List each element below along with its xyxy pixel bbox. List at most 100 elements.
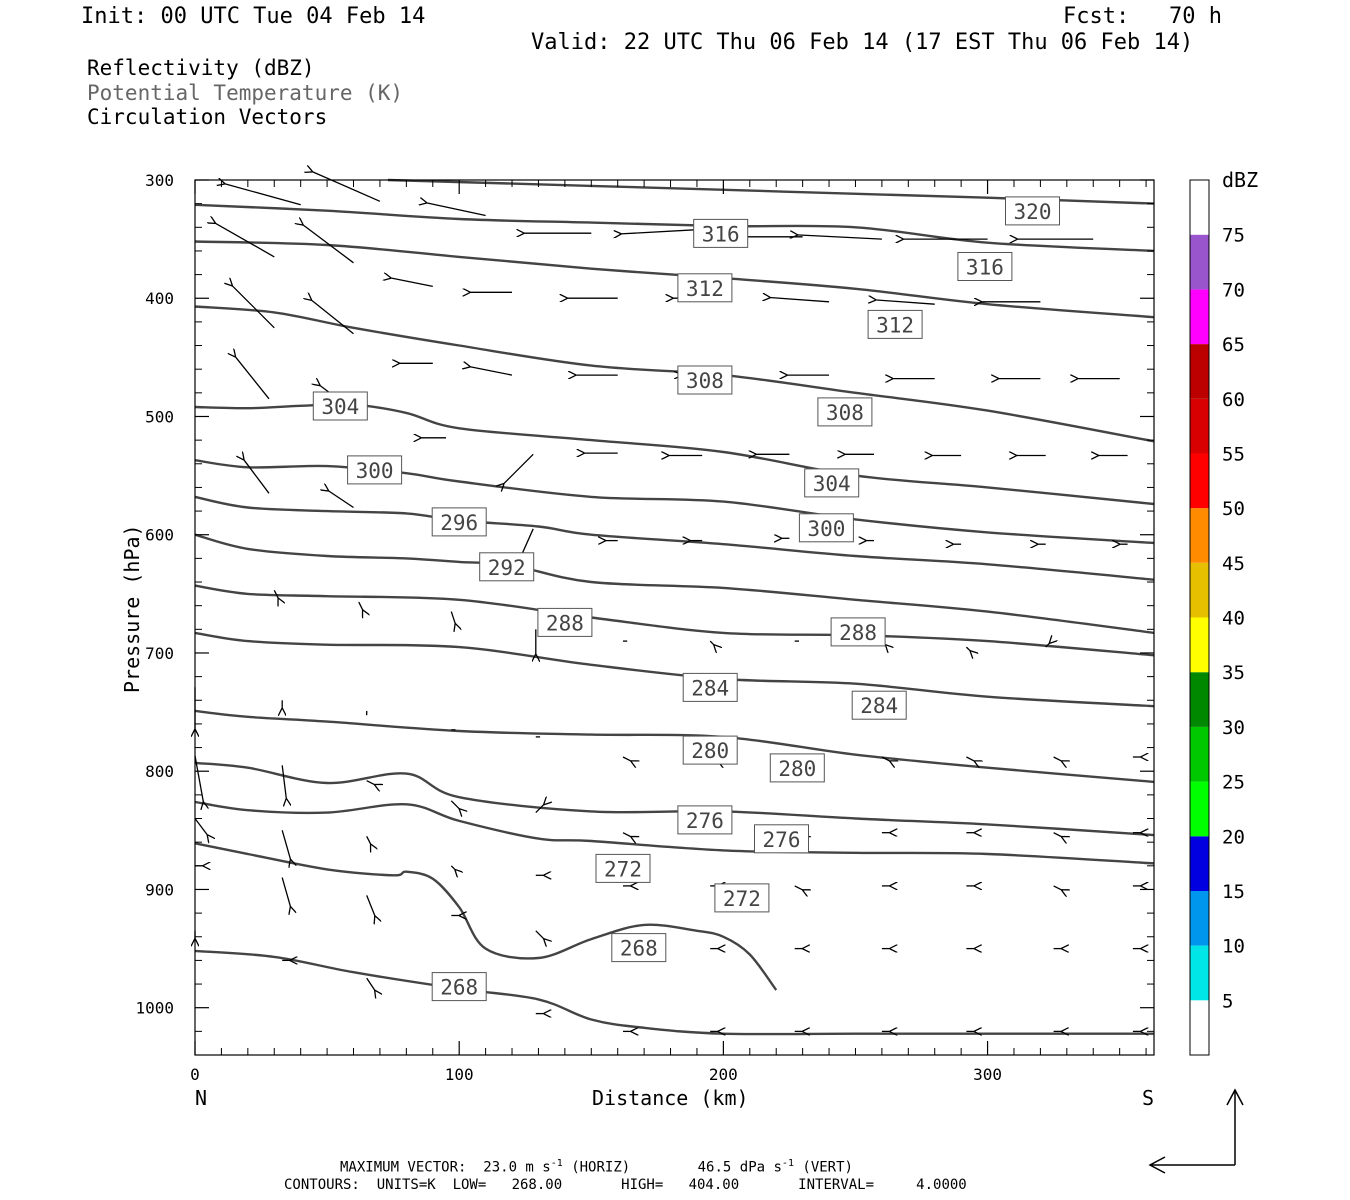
svg-text:312: 312 <box>686 277 724 301</box>
colorbar-label-5: 5 <box>1222 990 1233 1012</box>
colorbar-bin-65 <box>1190 289 1209 345</box>
colorbar-bin-below-5 <box>1190 1000 1209 1055</box>
x-tick-label-0: 0 <box>190 1065 200 1084</box>
contour-label-1: 316 <box>693 218 749 248</box>
circulation-vector-85 <box>281 830 291 860</box>
svg-text:272: 272 <box>723 887 761 911</box>
contour-label-14: 288 <box>830 617 886 647</box>
plot-frame <box>194 179 1155 1056</box>
y-tick-label-500: 500 <box>145 407 174 426</box>
contour-label-12: 292 <box>479 552 535 582</box>
circulation-vector-69 <box>966 756 975 761</box>
contour-label-21: 272 <box>595 853 651 883</box>
x-tick-label-100: 100 <box>445 1065 474 1084</box>
colorbar-label-40: 40 <box>1222 608 1245 630</box>
svg-text:312: 312 <box>876 313 914 337</box>
y-tick-label-1000: 1000 <box>135 999 174 1018</box>
legend-reflectivity: Reflectivity (dBZ) <box>87 56 315 80</box>
circulation-vector-52 <box>450 611 455 625</box>
svg-text:280: 280 <box>691 739 729 763</box>
x-tick-label-200: 200 <box>709 1065 738 1084</box>
circulation-vector-68 <box>881 756 891 761</box>
contour-label-5: 308 <box>677 365 733 395</box>
isentrope-268-14 <box>194 949 1154 1036</box>
circulation-vector-87 <box>450 865 455 870</box>
colorbar-label-75: 75 <box>1222 225 1245 247</box>
contour-label-16: 284 <box>851 690 907 720</box>
circulation-vector-82 <box>1053 832 1063 837</box>
contour-label-24: 268 <box>431 972 487 1002</box>
contour-label-2: 316 <box>957 252 1013 281</box>
circulation-vectors <box>195 172 1141 1032</box>
colorbar-bin-70 <box>1190 234 1209 290</box>
contour-label-7: 304 <box>312 391 368 421</box>
circulation-vector-18 <box>232 285 275 329</box>
contour-label-23: 268 <box>611 933 667 963</box>
colorbar-bin-5 <box>1190 945 1209 1001</box>
colorbar-bin-20 <box>1190 781 1209 837</box>
svg-text:276: 276 <box>763 828 801 852</box>
colorbar-bin-60 <box>1190 344 1209 399</box>
contour-label-19: 276 <box>677 805 733 835</box>
circulation-vector-2 <box>426 203 486 217</box>
svg-text:288: 288 <box>546 611 584 635</box>
colorbar-bin-45 <box>1190 508 1209 563</box>
circulation-vector-110 <box>366 977 376 991</box>
colorbar-label-25: 25 <box>1222 772 1245 794</box>
contour-label-11: 296 <box>431 507 487 537</box>
colorbar: 5 10 15 20 25 30 35 40 45 50 55 60 65 70 75 <box>1189 179 1245 1056</box>
contour-label-0: 320 <box>1005 196 1060 226</box>
isentrope-276-11 <box>194 761 1155 837</box>
colorbar-bin-55 <box>1190 398 1209 454</box>
isentrope-304-4 <box>194 403 1155 506</box>
svg-text:316: 316 <box>966 256 1004 280</box>
footer-max-vector: MAXIMUM VECTOR: 23.0 m s-1 (HORIZ) 46.5 … <box>340 1158 853 1176</box>
circulation-vector-70 <box>1053 756 1063 761</box>
circulation-vector-75 <box>450 800 460 810</box>
contour-label-20: 276 <box>754 824 809 854</box>
footer-contours: CONTOURS: UNITS=K LOW= 268.00 HIGH= 404.… <box>284 1177 967 1193</box>
contour-label-8: 304 <box>804 468 860 498</box>
svg-text:304: 304 <box>813 472 851 496</box>
north-label: N <box>195 1086 208 1110</box>
contour-label-22: 272 <box>714 883 770 913</box>
isentrope-284-9 <box>194 631 1155 708</box>
svg-text:300: 300 <box>356 459 394 483</box>
circulation-vector-58 <box>965 646 970 651</box>
isentrope-contours <box>194 178 1155 1036</box>
svg-text:308: 308 <box>686 369 724 393</box>
svg-text:304: 304 <box>321 395 359 419</box>
isentrope-268-13 <box>194 842 778 991</box>
colorbar-label-65: 65 <box>1222 334 1245 356</box>
south-label: S <box>1142 1086 1155 1110</box>
colorbar-bin-35 <box>1190 617 1209 673</box>
contour-label-17: 280 <box>682 735 738 765</box>
colorbar-label-70: 70 <box>1222 279 1245 301</box>
circulation-vector-4 <box>621 229 698 234</box>
circulation-vector-94 <box>1053 885 1063 890</box>
legend-potential-temperature: Potential Temperature (K) <box>87 81 404 105</box>
svg-text:272: 272 <box>604 857 642 881</box>
isentrope-280-10 <box>194 709 1155 784</box>
circulation-vector-31 <box>503 453 534 484</box>
y-tick-label-700: 700 <box>145 644 174 663</box>
circulation-vector-91 <box>794 885 804 890</box>
isentrope-292-7 <box>194 533 1155 635</box>
isentrope-296-6 <box>194 495 1155 581</box>
svg-text:276: 276 <box>686 809 724 833</box>
colorbar-label-30: 30 <box>1222 717 1245 739</box>
circulation-vector-9 <box>215 223 275 258</box>
reference-vector-arrows <box>1148 1088 1244 1174</box>
circulation-vector-65 <box>622 756 632 761</box>
contour-label-13: 288 <box>537 607 593 637</box>
circulation-vector-98 <box>366 895 376 916</box>
y-tick-label-800: 800 <box>145 762 174 781</box>
circulation-vector-19 <box>311 300 354 335</box>
circulation-vector-100 <box>535 930 545 940</box>
y-tick-label-400: 400 <box>145 289 174 308</box>
y-axis-title: Pressure (hPa) <box>120 524 144 693</box>
colorbar-label-55: 55 <box>1222 443 1245 465</box>
colorbar-bin-25 <box>1190 726 1209 782</box>
circulation-vector-28 <box>235 356 270 400</box>
